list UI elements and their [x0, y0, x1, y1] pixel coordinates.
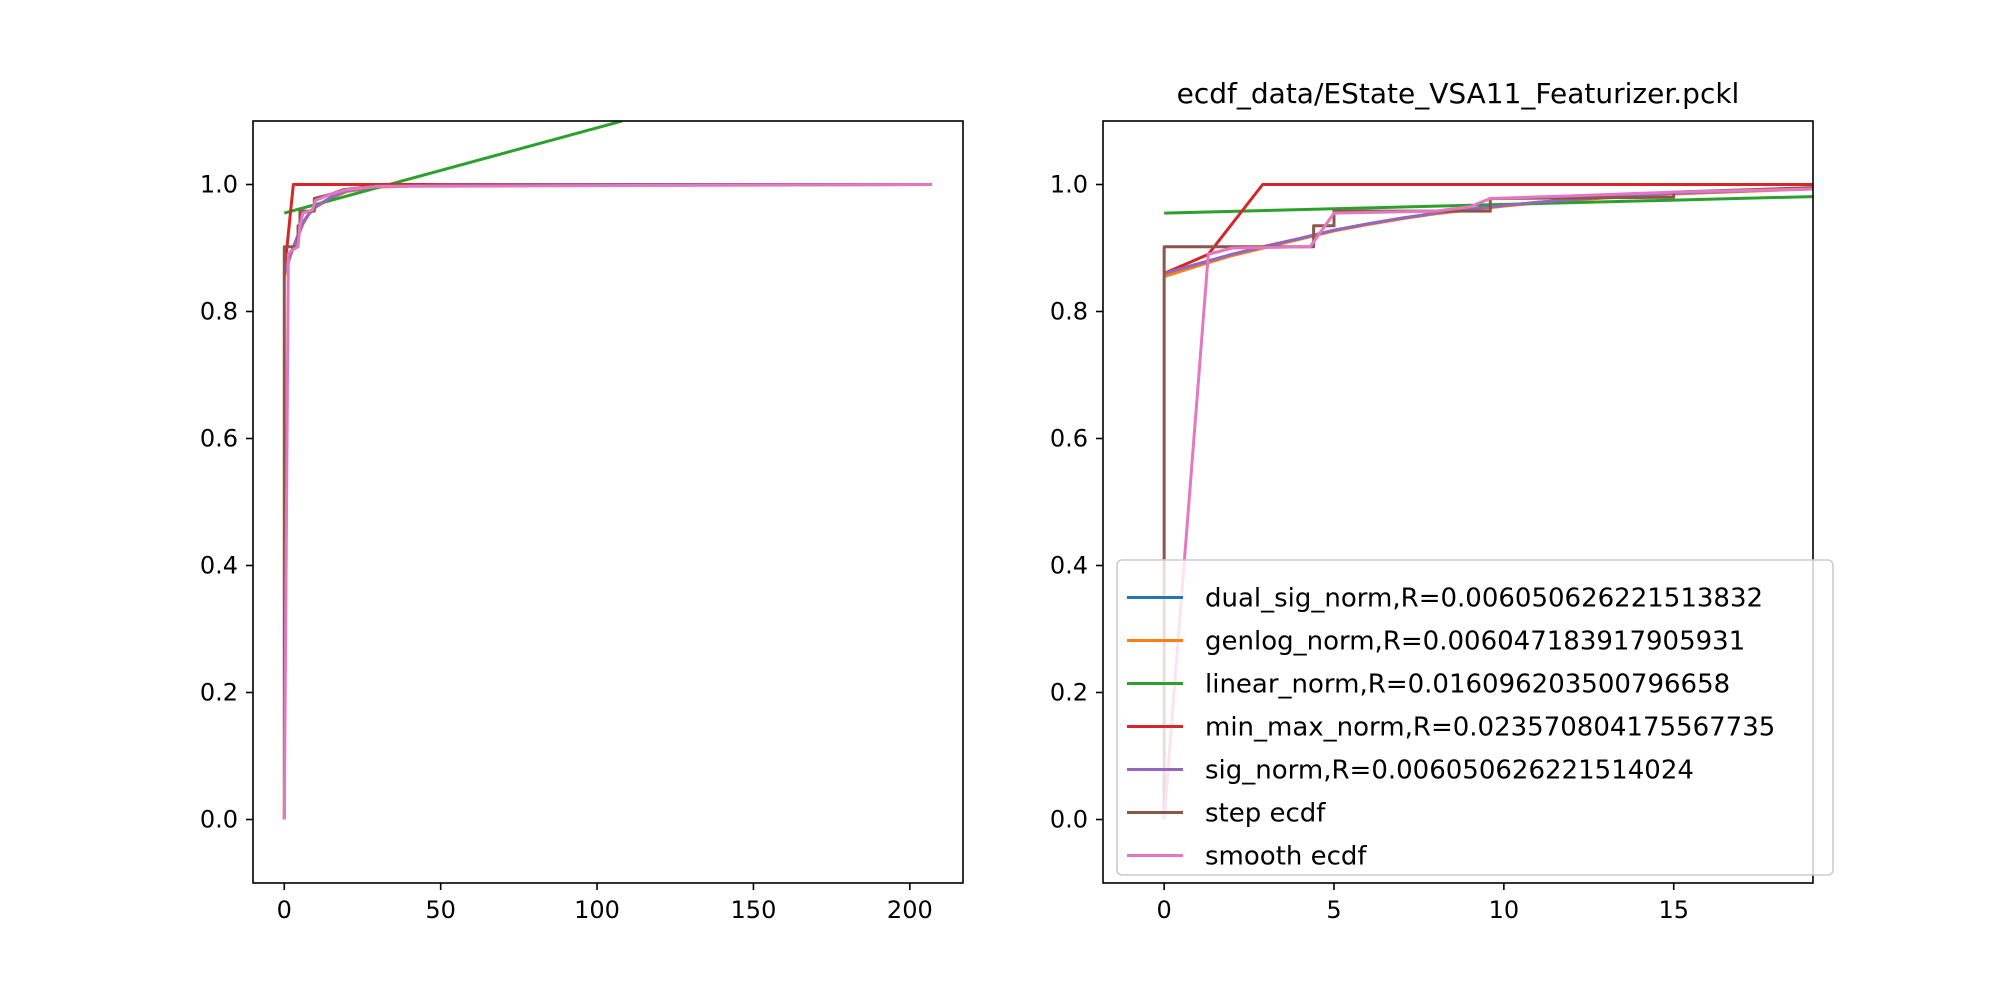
left-y-tick-label: 0.6 — [200, 425, 238, 453]
left-y-tick-label: 0.2 — [200, 679, 238, 707]
right-x-tick-label: 10 — [1489, 896, 1520, 924]
right-series-line-step-ecdf — [1162, 186, 1813, 820]
left-subplot: 0 50 100 150 200 0.0 0.2 0.4 0.6 0.8 1.0 — [200, 120, 964, 924]
right-x-tick-label: 5 — [1326, 896, 1341, 924]
legend: dual_sig_norm,R=0.006050626221513832genl… — [1116, 559, 1834, 876]
left-subplot-lines — [282, 121, 932, 820]
right-x-tick-label: 0 — [1157, 896, 1172, 924]
legend-label-smooth-ecdf: smooth ecdf — [1205, 842, 1367, 872]
right-y-tick-label: 1.0 — [1050, 171, 1088, 199]
right-series-line-min-max-norm — [1163, 183, 1813, 275]
legend-label-min-max-norm: min_max_norm,R=0.023570804175567735 — [1205, 713, 1775, 743]
left-subplot-y-ticks: 0.0 0.2 0.4 0.6 0.8 1.0 — [200, 171, 253, 834]
right-subplot-title: ecdf_data/EState_VSA11_Featurizer.pckl — [1177, 77, 1740, 110]
left-x-tick-label: 0 — [277, 896, 292, 924]
left-y-tick-label: 0.0 — [200, 806, 238, 834]
legend-label-sig-norm: sig_norm,R=0.006050626221514024 — [1205, 756, 1694, 786]
right-subplot: ecdf_data/EState_VSA11_Featurizer.pckl 0… — [1050, 77, 1834, 924]
right-subplot-y-ticks: 0.0 0.2 0.4 0.6 0.8 1.0 — [1050, 171, 1103, 834]
right-y-tick-label: 0.0 — [1050, 806, 1088, 834]
right-subplot-frame — [1102, 120, 1814, 884]
left-y-tick-label: 0.4 — [200, 552, 238, 580]
right-subplot-lines — [1162, 183, 1813, 820]
right-y-tick-label: 0.6 — [1050, 425, 1088, 453]
left-y-tick-label: 0.8 — [200, 298, 238, 326]
left-subplot-x-ticks: 0 50 100 150 200 — [277, 883, 933, 924]
left-x-tick-label: 200 — [887, 896, 933, 924]
right-x-tick-label: 15 — [1658, 896, 1689, 924]
legend-box — [1116, 559, 1834, 876]
right-series-line-smooth-ecdf — [1162, 187, 1813, 820]
left-subplot-frame — [252, 120, 964, 884]
legend-label-genlog-norm: genlog_norm,R=0.006047183917905931 — [1205, 627, 1745, 657]
left-x-tick-label: 50 — [425, 896, 456, 924]
left-x-tick-label: 100 — [574, 896, 620, 924]
legend-label-linear-norm: linear_norm,R=0.016096203500796658 — [1205, 670, 1730, 700]
right-subplot-x-ticks: 0 5 10 15 — [1157, 883, 1689, 924]
legend-label-dual-sig-norm: dual_sig_norm,R=0.006050626221513832 — [1205, 584, 1763, 614]
left-y-tick-label: 1.0 — [200, 171, 238, 199]
right-y-tick-label: 0.2 — [1050, 679, 1088, 707]
right-y-tick-label: 0.4 — [1050, 552, 1088, 580]
left-series-line-linear-norm — [283, 121, 623, 215]
right-y-tick-label: 0.8 — [1050, 298, 1088, 326]
left-x-tick-label: 150 — [731, 896, 777, 924]
right-series-line-linear-norm — [1164, 195, 1813, 215]
left-series-line-smooth-ecdf — [282, 183, 932, 820]
legend-label-step-ecdf: step ecdf — [1205, 799, 1326, 829]
